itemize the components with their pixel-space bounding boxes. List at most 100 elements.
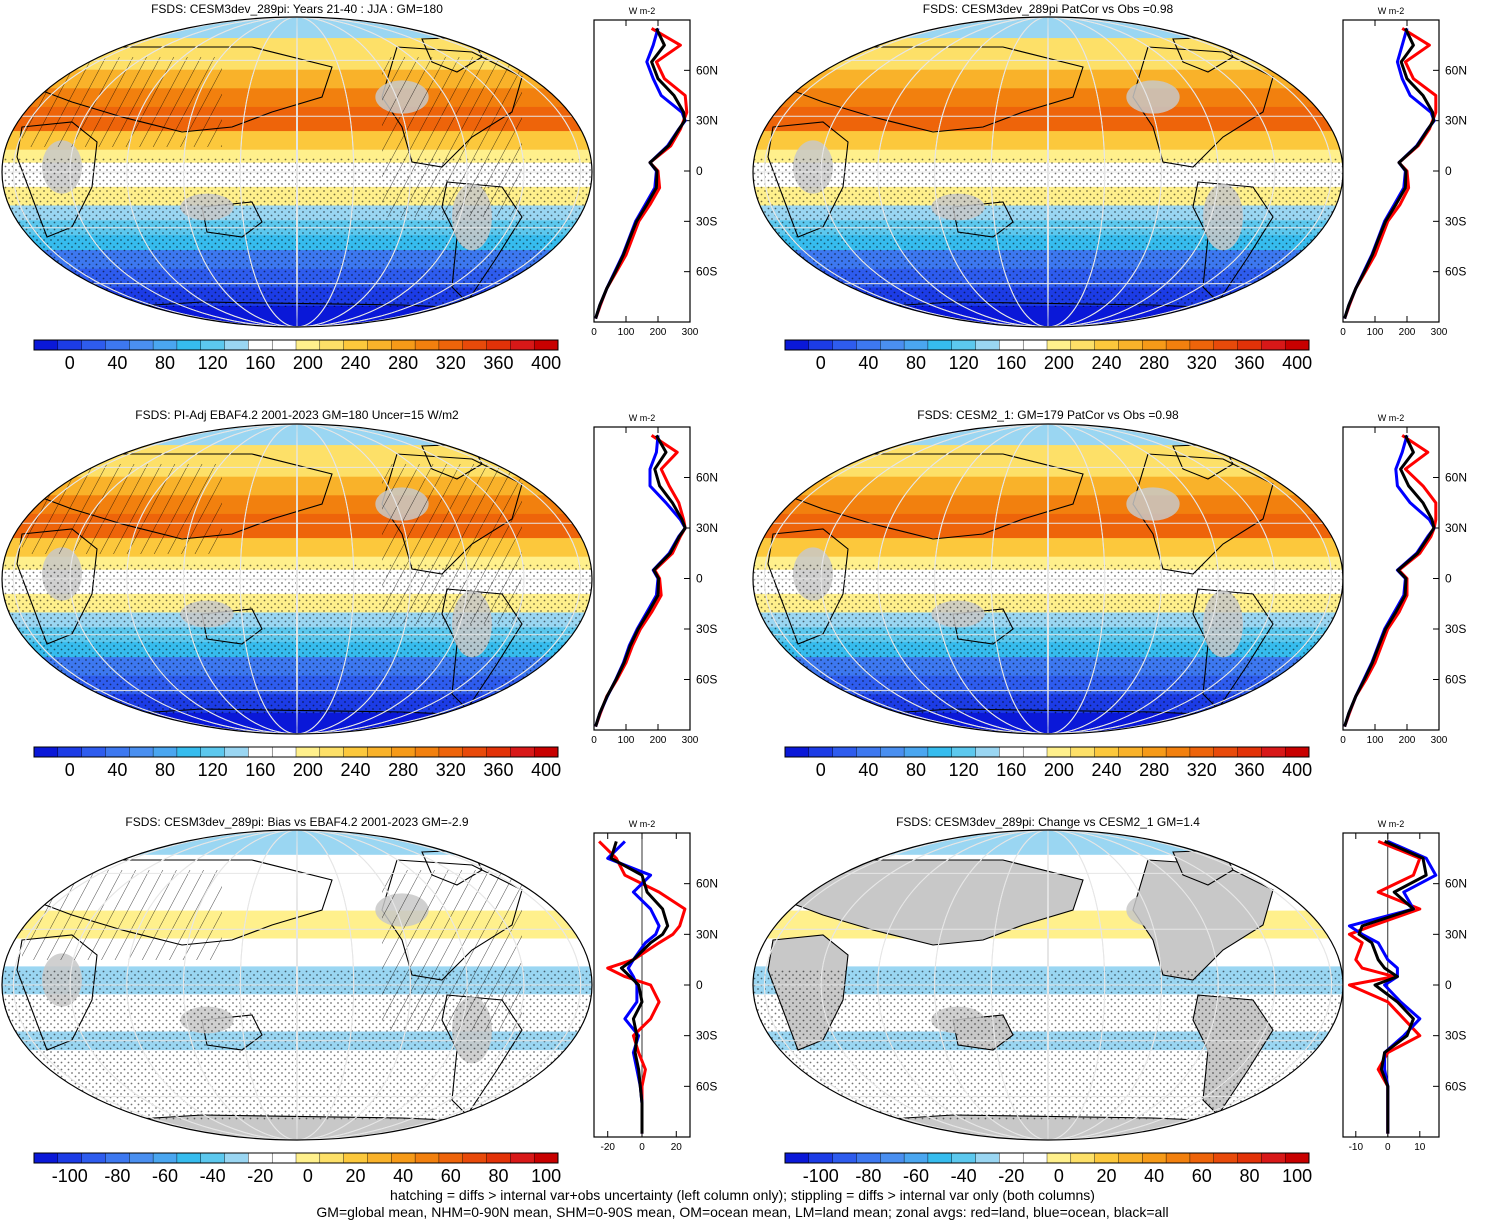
hatching-overlay (22, 57, 222, 147)
graticule-line (990, 17, 1106, 327)
graticule-line (820, 424, 1276, 734)
zonal-x-tick-label: 200 (650, 735, 667, 746)
colorbar-swatch (343, 339, 368, 351)
colorbar-swatch (391, 746, 416, 758)
colorbar-swatch (105, 746, 130, 758)
colorbar-swatch (462, 339, 488, 351)
zonal-lat-label: 30S (1445, 622, 1466, 636)
graticule-line (820, 830, 1276, 1140)
colorbar-swatch (1189, 339, 1215, 351)
colorbar-swatch (1189, 746, 1215, 758)
colorbar-swatch (248, 746, 273, 758)
colorbar-swatch (1070, 339, 1096, 351)
colorbar-swatch (903, 746, 929, 758)
zonal-lat-label: 60S (696, 673, 717, 687)
colorbar-tick-label: 320 (436, 760, 466, 780)
colorbar-swatch (1022, 746, 1048, 758)
colorbar-swatch (224, 746, 249, 758)
colorbar-tick-label: 200 (1044, 353, 1074, 373)
colorbar-swatch (880, 746, 905, 758)
zonal-unit-label: W m-2 (629, 819, 656, 829)
map-field (2, 830, 592, 1140)
graticule-line (183, 424, 411, 734)
zonal-lat-label: 60S (1445, 673, 1466, 687)
zonal-x-tick-label: 200 (650, 327, 667, 338)
graticule-line (12, 17, 582, 327)
graticule-line (69, 830, 525, 1140)
graticule-line (296, 17, 298, 327)
colorbar-swatch (248, 1152, 273, 1164)
colorbar-swatch (438, 339, 464, 351)
colorbar-swatch (856, 339, 881, 351)
colorbar-swatch (414, 339, 440, 351)
zonal-lat-label: 30S (1445, 214, 1466, 228)
zonal-frame (593, 19, 691, 323)
colorbar-swatch (1165, 339, 1191, 351)
colorbar-tick-label: 40 (1144, 1166, 1164, 1186)
colorbar-swatch (1213, 746, 1239, 758)
graticule-line (1047, 17, 1049, 327)
colorbar-swatch (999, 339, 1024, 351)
colorbar-tick-label: 240 (341, 353, 371, 373)
colorbar-swatch (808, 746, 834, 758)
zonal-lat-label: 0 (696, 572, 703, 586)
zonal-series-all (1343, 434, 1436, 728)
zonal-lat-label: 60S (696, 1079, 717, 1093)
panel-5: FSDS: CESM3dev_289pi: Bias vs EBAF4.2 20… (1, 815, 718, 1186)
colorbar-tick-label: 360 (1234, 760, 1264, 780)
panel-title: FSDS: CESM3dev_289pi: Bias vs EBAF4.2 20… (125, 815, 468, 829)
colorbar-swatch (1046, 339, 1072, 351)
land-patch (1126, 893, 1180, 927)
colorbar-swatch (105, 339, 130, 351)
colorbar-tick-label: 400 (531, 353, 561, 373)
graticule-line (820, 17, 1276, 327)
map-border (1, 16, 593, 328)
colorbar-swatch (1070, 1152, 1096, 1164)
colorbar-swatch (1261, 746, 1286, 758)
hatching-overlay (22, 464, 222, 554)
colorbar-tick-label: -100 (803, 1166, 839, 1186)
colorbar-swatch (224, 339, 249, 351)
colorbar-tick-label: 80 (1239, 1166, 1259, 1186)
zonal-lat-label: 60S (696, 265, 717, 279)
zonal-frame (1342, 832, 1440, 1138)
colorbar-swatch (975, 746, 1000, 758)
colorbar-tick-label: 280 (1139, 760, 1169, 780)
colorbar-swatch (200, 746, 226, 758)
panel-1: FSDS: CESM3dev_289pi: Years 21-40 : JJA … (1, 2, 718, 373)
zonal-lat-label: 30N (1445, 927, 1467, 941)
graticule-line (12, 424, 582, 734)
zonal-frame (1342, 19, 1440, 323)
colorbar-tick-label: 160 (245, 353, 275, 373)
map-field (2, 17, 592, 327)
graticule-line (183, 830, 411, 1140)
zonal-lat-label: 30S (1445, 1029, 1466, 1043)
zonal-x-tick-label: 300 (1431, 735, 1448, 746)
graticule-line (69, 17, 525, 327)
panel-4: FSDS: CESM2_1: GM=179 PatCor vs Obs =0.9… (752, 408, 1467, 780)
colorbar-tick-label: 100 (531, 1166, 561, 1186)
graticule-line (934, 830, 1162, 1140)
zonal-lat-label: 30N (696, 521, 718, 535)
colorbar-swatch (927, 746, 953, 758)
colorbar-swatch (271, 1152, 297, 1164)
zonal-x-tick-label: 100 (1367, 735, 1384, 746)
colorbar-swatch (105, 1152, 130, 1164)
graticule-line (296, 830, 298, 1140)
colorbar-tick-label: 320 (436, 353, 466, 373)
zonal-lat-label: 60N (696, 877, 718, 891)
zonal-lat-label: 60N (1445, 877, 1467, 891)
colorbar-tick-label: 120 (198, 353, 228, 373)
colorbar-tick-label: 0 (65, 760, 75, 780)
colorbar-swatch (200, 339, 226, 351)
colorbar-swatch (832, 339, 857, 351)
colorbar-swatch (33, 339, 59, 351)
colorbar-swatch (784, 339, 810, 351)
colorbar-swatch (1118, 339, 1143, 351)
zonal-lat-label: 60S (1445, 1079, 1466, 1093)
colorbar-tick-label: 280 (388, 353, 418, 373)
colorbar-swatch (319, 746, 345, 758)
colorbar-swatch (1213, 1152, 1239, 1164)
zonal-unit-label: W m-2 (629, 6, 656, 16)
